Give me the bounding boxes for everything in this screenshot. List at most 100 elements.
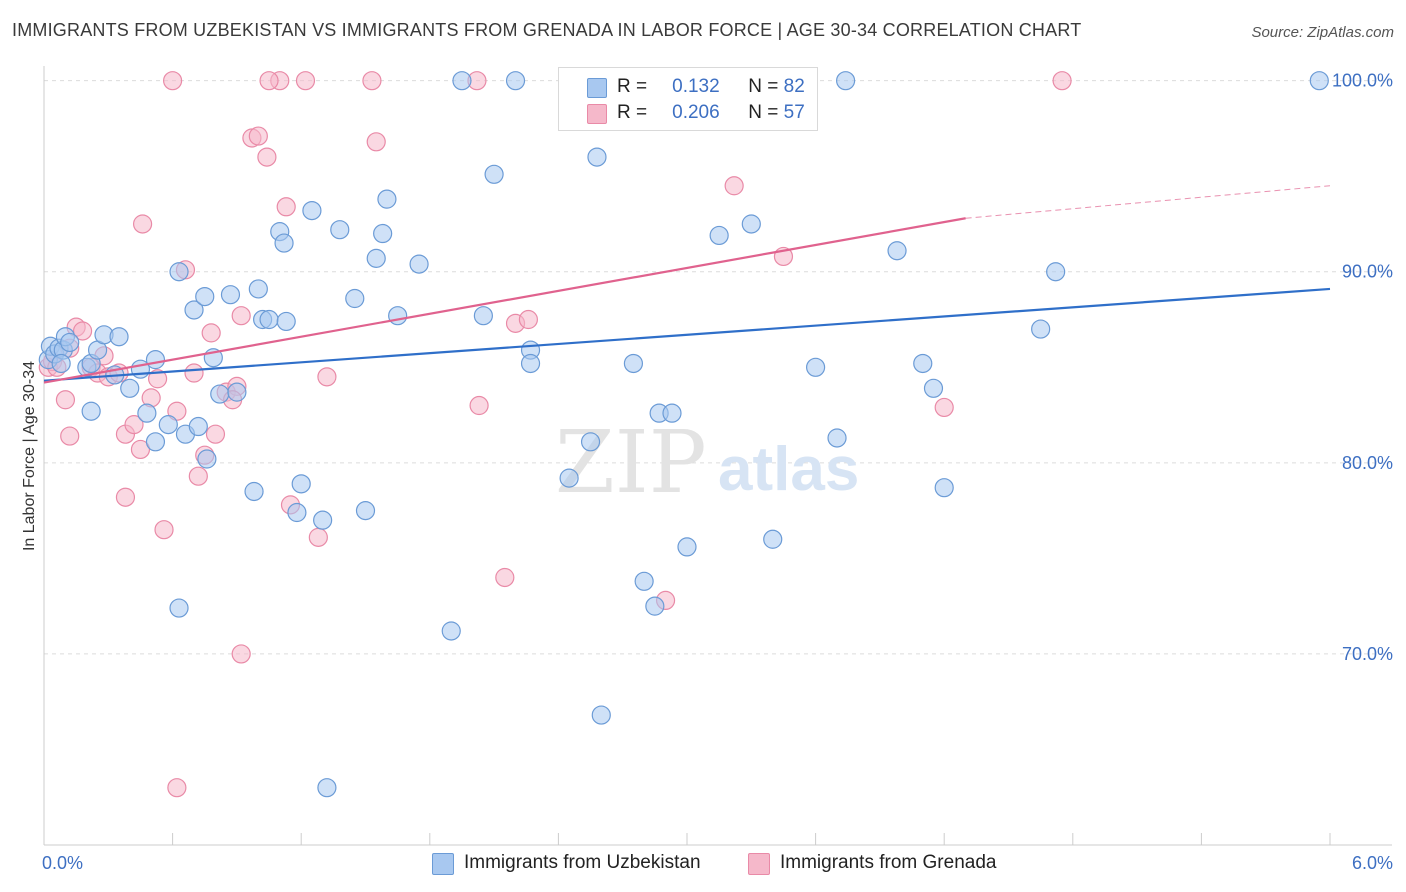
uzbekistan-point xyxy=(259,309,279,330)
trend-line-uzbekistan xyxy=(43,287,1331,382)
trend-line-grenada-extension xyxy=(965,185,1331,219)
grenada-point xyxy=(257,147,277,167)
uzbekistan-point xyxy=(227,382,247,402)
legend-r-label: R = xyxy=(617,76,648,97)
legend-r-label: R = xyxy=(617,102,648,123)
series-uzbekistan-points xyxy=(38,71,1329,798)
uzbekistan-point xyxy=(274,233,294,253)
uzbekistan-point xyxy=(1046,262,1066,282)
x-tick-label: 6.0% xyxy=(1352,853,1393,873)
grenada-point xyxy=(124,415,144,435)
uzbekistan-point xyxy=(505,71,526,91)
uzbekistan-point xyxy=(366,248,386,268)
grenada-point xyxy=(167,778,187,798)
legend-r-value: 0.206 xyxy=(672,102,720,123)
uzbekistan-point xyxy=(913,353,933,374)
grenada-point xyxy=(154,520,174,540)
grenada-point xyxy=(60,426,80,446)
grenada-point xyxy=(1052,71,1072,91)
uzbekistan-point xyxy=(441,621,461,641)
axes xyxy=(43,66,1392,846)
grenada-point xyxy=(295,71,316,91)
uzbekistan-point xyxy=(473,306,493,326)
tick-labels: 100.0% 90.0% 80.0% 70.0% 0.0% 6.0% xyxy=(42,71,1393,873)
uzbekistan-point xyxy=(330,220,350,240)
uzbekistan-point xyxy=(81,401,101,421)
uzbekistan-point xyxy=(591,705,611,725)
grenada-point xyxy=(724,176,744,196)
uzbekistan-point xyxy=(291,474,311,494)
uzbekistan-point xyxy=(145,350,166,370)
grenada-point xyxy=(167,401,187,421)
y-tick-label: 70.0% xyxy=(1342,644,1393,664)
uzbekistan-point xyxy=(109,327,129,347)
bottom-legend-label-uzbekistan: Immigrants from Uzbekistan xyxy=(464,852,701,873)
uzbekistan-point xyxy=(184,300,204,320)
uzbekistan-point xyxy=(887,241,907,261)
grenada-point xyxy=(308,527,328,547)
uzbekistan-point xyxy=(836,71,856,91)
uzbekistan-point xyxy=(145,432,166,452)
uzbekistan-point xyxy=(317,778,337,798)
watermark: ZIP atlas xyxy=(555,413,859,513)
uzbekistan-point xyxy=(169,598,189,618)
uzbekistan-point xyxy=(60,332,80,353)
grenada-point xyxy=(205,424,226,444)
uzbekistan-point xyxy=(210,384,230,404)
uzbekistan-point xyxy=(220,285,241,305)
uzbekistan-point xyxy=(741,214,761,234)
bottom-legend-label-grenada: Immigrants from Grenada xyxy=(780,852,997,873)
uzbekistan-point xyxy=(827,428,847,448)
uzbekistan-point xyxy=(587,147,607,167)
uzbekistan-point xyxy=(169,262,189,282)
uzbekistan-point xyxy=(709,225,729,246)
y-axis-label: In Labor Force | Age 30-34 xyxy=(21,361,38,551)
uzbekistan-point xyxy=(287,502,307,523)
uzbekistan-point xyxy=(677,537,697,557)
grenada-point xyxy=(231,644,251,664)
chart-title: IMMIGRANTS FROM UZBEKISTAN VS IMMIGRANTS… xyxy=(12,20,1082,40)
grenada-point xyxy=(55,390,76,410)
y-tick-label: 100.0% xyxy=(1332,71,1393,91)
uzbekistan-point xyxy=(763,529,783,549)
uzbekistan-point xyxy=(377,189,397,209)
grenada-point xyxy=(231,306,251,326)
uzbekistan-point xyxy=(302,201,322,221)
grenada-point xyxy=(184,363,204,383)
uzbekistan-point xyxy=(1309,71,1329,91)
grenada-point xyxy=(163,71,183,91)
uzbekistan-point xyxy=(388,306,408,326)
uzbekistan-point xyxy=(313,510,333,530)
watermark-zip: ZIP xyxy=(555,413,707,513)
grenada-point xyxy=(115,487,136,507)
uzbekistan-point xyxy=(137,403,157,423)
uzbekistan-point xyxy=(355,501,376,521)
uzbekistan-point xyxy=(623,353,644,374)
legend-n-value: 82 xyxy=(783,76,805,97)
uzbekistan-point xyxy=(158,415,178,435)
stats-legend: R = 0.132 N = 82 R = 0.206 N = 57 xyxy=(558,67,818,131)
legend-swatch-uzbekistan xyxy=(587,78,607,98)
grenada-point xyxy=(317,367,337,387)
grenada-point xyxy=(72,321,93,341)
grenada-point xyxy=(130,439,151,460)
uzbekistan-point xyxy=(188,416,208,437)
y-tick-label: 90.0% xyxy=(1342,262,1393,282)
grenada-point xyxy=(248,126,268,146)
uzbekistan-point xyxy=(1031,319,1051,339)
source-credit: Source: ZipAtlas.com xyxy=(1251,24,1394,41)
uzbekistan-point xyxy=(120,378,140,398)
uzbekistan-point xyxy=(244,481,264,502)
grenada-point xyxy=(201,323,221,343)
grenada-point xyxy=(132,214,153,234)
trend-lines xyxy=(43,185,1331,384)
uzbekistan-point xyxy=(276,311,296,332)
uzbekistan-point xyxy=(248,279,268,299)
legend-swatch-grenada xyxy=(587,104,607,124)
uzbekistan-point xyxy=(923,378,944,398)
uzbekistan-point xyxy=(345,288,365,309)
uzbekistan-point xyxy=(559,468,579,488)
uzbekistan-point xyxy=(197,449,217,469)
uzbekistan-point xyxy=(805,357,826,377)
uzbekistan-point xyxy=(484,164,504,184)
